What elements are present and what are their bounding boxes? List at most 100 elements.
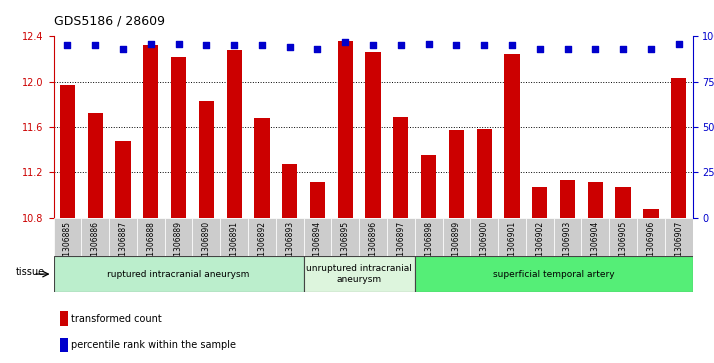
Point: [61, 42, 73, 48]
Bar: [60, 85, 75, 218]
Bar: [331, 218, 359, 256]
Bar: [171, 57, 186, 218]
Text: GSM1306886: GSM1306886: [91, 221, 100, 272]
Text: GSM1306905: GSM1306905: [618, 221, 628, 272]
Bar: [359, 218, 387, 256]
Bar: [303, 218, 331, 256]
Text: GSM1306898: GSM1306898: [424, 221, 433, 272]
Bar: [665, 218, 693, 256]
Bar: [88, 114, 103, 218]
Point: [590, 46, 601, 52]
Text: superficial temporal artery: superficial temporal artery: [493, 270, 615, 278]
Bar: [220, 218, 248, 256]
Point: [506, 42, 518, 48]
Bar: [643, 209, 658, 218]
Point: [534, 46, 545, 52]
Text: GSM1306897: GSM1306897: [396, 221, 406, 272]
Bar: [615, 187, 630, 218]
Bar: [415, 256, 693, 292]
Point: [673, 41, 685, 46]
Bar: [471, 218, 498, 256]
Bar: [282, 164, 297, 218]
Bar: [637, 218, 665, 256]
Text: GSM1306903: GSM1306903: [563, 221, 572, 272]
Point: [284, 44, 296, 50]
Bar: [116, 141, 131, 218]
Text: GSM1306902: GSM1306902: [536, 221, 544, 272]
Point: [173, 41, 184, 46]
Point: [645, 46, 657, 52]
Bar: [60, 311, 68, 326]
Text: GSM1306906: GSM1306906: [646, 221, 655, 272]
Bar: [248, 218, 276, 256]
Bar: [226, 50, 242, 218]
Text: GSM1306896: GSM1306896: [368, 221, 378, 272]
Bar: [276, 218, 303, 256]
Bar: [588, 182, 603, 218]
Bar: [137, 218, 165, 256]
Point: [618, 46, 629, 52]
Text: GSM1306892: GSM1306892: [258, 221, 266, 272]
Text: GSM1306889: GSM1306889: [174, 221, 183, 272]
Bar: [609, 218, 637, 256]
Bar: [581, 218, 609, 256]
Bar: [671, 78, 686, 218]
Text: GSM1306890: GSM1306890: [202, 221, 211, 272]
Text: GSM1306901: GSM1306901: [508, 221, 516, 272]
Point: [145, 41, 156, 46]
Point: [340, 39, 351, 45]
Text: GDS5186 / 28609: GDS5186 / 28609: [54, 15, 164, 28]
Text: GSM1306904: GSM1306904: [591, 221, 600, 272]
Point: [89, 42, 101, 48]
Bar: [553, 218, 581, 256]
Bar: [415, 218, 443, 256]
Text: GSM1306885: GSM1306885: [63, 221, 72, 272]
Bar: [54, 256, 303, 292]
Text: tissue: tissue: [16, 267, 45, 277]
Bar: [81, 218, 109, 256]
Point: [201, 42, 212, 48]
Bar: [54, 218, 81, 256]
Bar: [60, 338, 68, 352]
Text: unruptured intracranial
aneurysm: unruptured intracranial aneurysm: [306, 264, 412, 284]
Bar: [165, 218, 193, 256]
Bar: [143, 45, 159, 218]
Point: [451, 42, 462, 48]
Bar: [109, 218, 137, 256]
Bar: [254, 118, 270, 218]
Bar: [421, 155, 436, 218]
Bar: [532, 187, 548, 218]
Bar: [366, 52, 381, 218]
Text: GSM1306894: GSM1306894: [313, 221, 322, 272]
Point: [228, 42, 240, 48]
Point: [367, 42, 378, 48]
Bar: [387, 218, 415, 256]
Bar: [560, 180, 575, 218]
Text: GSM1306888: GSM1306888: [146, 221, 155, 272]
Bar: [193, 218, 220, 256]
Bar: [393, 117, 408, 218]
Text: transformed count: transformed count: [71, 314, 162, 324]
Bar: [443, 218, 471, 256]
Text: GSM1306887: GSM1306887: [119, 221, 128, 272]
Bar: [338, 41, 353, 218]
Text: ruptured intracranial aneurysm: ruptured intracranial aneurysm: [107, 270, 250, 278]
Bar: [526, 218, 553, 256]
Bar: [198, 101, 214, 218]
Text: percentile rank within the sample: percentile rank within the sample: [71, 340, 236, 350]
Text: GSM1306899: GSM1306899: [452, 221, 461, 272]
Text: GSM1306895: GSM1306895: [341, 221, 350, 272]
Point: [562, 46, 573, 52]
Text: GSM1306900: GSM1306900: [480, 221, 488, 272]
Bar: [310, 182, 325, 218]
Text: GSM1306893: GSM1306893: [285, 221, 294, 272]
Bar: [303, 256, 415, 292]
Bar: [504, 54, 520, 218]
Bar: [476, 129, 492, 218]
Point: [423, 41, 434, 46]
Text: GSM1306891: GSM1306891: [230, 221, 238, 272]
Point: [395, 42, 406, 48]
Point: [256, 42, 268, 48]
Point: [117, 46, 129, 52]
Bar: [449, 130, 464, 218]
